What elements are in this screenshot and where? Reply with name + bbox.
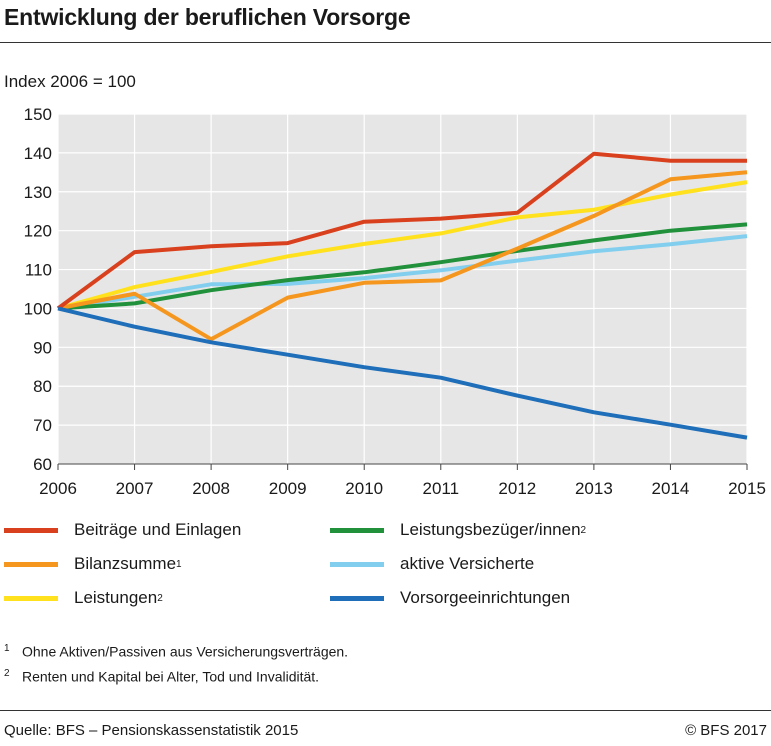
x-tick-label: 2010 [345,479,383,498]
legend-footnote-ref: 2 [580,524,587,536]
y-tick-label: 110 [25,261,52,280]
title-divider [0,42,771,43]
series-line-4 [57,234,748,311]
x-axis-ticks: 2006 2007 2008 2009 2010 2011 2012 2013 2014 2015 [39,464,766,498]
y-axis-ticks: 60 70 80 90 100 110 120 130 140 150 [24,105,52,474]
x-tick-label: 2011 [422,479,459,498]
legend: Beiträge und Einlagen Leistungsbezüger/i… [0,520,771,620]
footnote-text: Renten und Kapital bei Alter, Tod und In… [22,668,320,685]
series-line-0 [56,151,747,311]
y-tick-label: 80 [33,377,52,396]
x-tick-label: 2007 [116,479,154,498]
legend-swatch [4,527,58,533]
vertical-gridlines [57,114,748,464]
y-tick-label: 70 [33,416,52,435]
y-tick-label: 120 [24,222,52,241]
legend-swatch [330,595,384,601]
legend-footnote-ref: 2 [157,592,163,604]
legend-item-vorsorgeeinrichtungen: Vorsorgeeinrichtungen [330,588,570,608]
y-tick-label: 130 [24,183,52,202]
footnote-1: 1 Ohne Aktiven/Passiven aus Versicherungs… [4,638,348,663]
source-note: Quelle: BFS – Pensionskassenstatistik 20… [4,722,299,739]
y-tick-label: 140 [24,144,52,163]
chart-title: Entwicklung der beruflichen Vorsorge [4,4,411,30]
x-tick-label: 2013 [575,479,613,498]
footnote-2: 2 Renten und Kapital bei Alter, Tod und I… [4,663,348,688]
series-line-2 [57,180,748,311]
y-tick-label: 150 [24,105,52,124]
x-tick-label: 2008 [192,479,230,498]
legend-label: Leistungsbezüger/innen [400,520,581,539]
series-line-1 [57,170,748,342]
x-tick-label: 2015 [728,479,766,498]
legend-label: Leistungen [74,588,158,607]
legend-swatch [4,561,58,567]
legend-label: Beiträge und Einlagen [74,520,242,539]
x-tick-label: 2006 [39,479,77,498]
horizontal-gridlines [58,113,747,465]
legend-label: Bilanzsumme [74,554,177,573]
legend-label: aktive Versicherte [400,554,535,573]
y-axis-unit-label: Index 2006 = 100 [4,72,136,91]
x-tick-label: 2014 [652,479,690,498]
legend-swatch [330,527,384,533]
legend-item-aktive-versicherte: aktive Versicherte [330,554,534,574]
legend-item-leistungen: Leistungen 2 [4,588,163,608]
series-lines [56,151,748,440]
plot-area [58,114,747,464]
legend-footnote-ref: 1 [176,558,182,570]
y-tick-label: 60 [33,455,52,474]
copyright-note: © BFS 2017 [685,722,767,739]
footnotes: 1 Ohne Aktiven/Passiven aus Versicherungs… [4,638,348,687]
footnote-text: Ohne Aktiven/Passiven aus Versicherungsv… [22,643,349,660]
legend-item-beitraege: Beiträge und Einlagen [4,520,241,540]
footnote-number: 1 [4,643,10,654]
legend-swatch [4,595,58,601]
y-tick-label: 100 [24,299,52,318]
legend-swatch [330,561,384,567]
series-line-3 [57,222,748,311]
legend-label: Vorsorgeeinrichtungen [400,588,571,607]
footnote-number: 2 [4,667,10,679]
footer-divider [0,710,771,711]
x-tick-label: 2009 [269,479,307,498]
legend-item-bilanzsumme: Bilanzsumme 1 [4,554,182,574]
y-tick-label: 90 [33,338,52,357]
x-tick-label: 2012 [498,479,536,498]
legend-item-leistungsbezueger: Leistungsbezüger/innen 2 [330,520,586,540]
series-line-5 [57,306,748,440]
